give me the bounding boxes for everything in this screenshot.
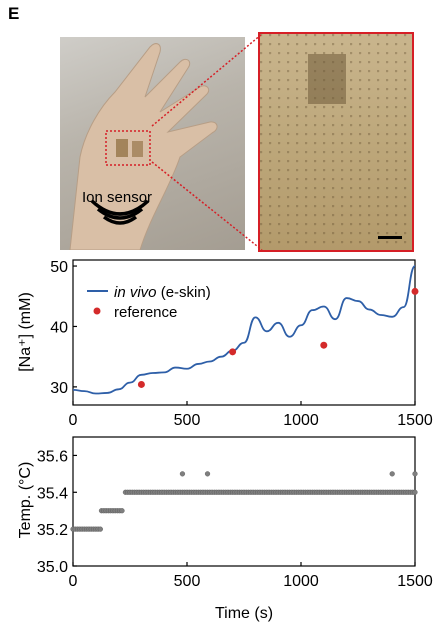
zoom-connector-bottom bbox=[151, 161, 263, 251]
reference-point bbox=[411, 287, 419, 295]
sodium-legend: in vivo (e-skin) reference bbox=[87, 284, 211, 321]
temperature-point bbox=[204, 471, 211, 477]
legend-label-in-vivo-prefix: in vivo bbox=[114, 284, 157, 301]
sodium-chart: 0 500 1000 1500 30 40 50 [Na⁺] (mM) in vivo (e… bbox=[17, 259, 433, 429]
temperature-y-tick-label: 35.6 bbox=[37, 448, 68, 465]
zoom-connector-top bbox=[151, 33, 263, 127]
legend-label-in-vivo-suffix: (e-skin) bbox=[157, 284, 211, 301]
reference-point bbox=[229, 348, 237, 356]
sodium-x-tick-label: 0 bbox=[69, 412, 78, 429]
temperature-y-axis-label: Temp. (°C) bbox=[17, 462, 34, 539]
hand-shape bbox=[69, 43, 218, 250]
legend-swatch-reference bbox=[93, 307, 101, 315]
sensor-patch-right bbox=[132, 141, 143, 157]
x-axis-label: Time (s) bbox=[215, 605, 273, 622]
temperature-y-tick-label: 35.0 bbox=[37, 559, 68, 576]
temperature-point bbox=[412, 471, 418, 477]
series-line-in-vivo bbox=[72, 265, 416, 395]
sodium-y-axis-label: [Na⁺] (mM) bbox=[17, 292, 34, 372]
sodium-x-tick-label: 1500 bbox=[397, 412, 433, 429]
panel-letter: E bbox=[8, 4, 20, 23]
temperature-plot-frame bbox=[72, 436, 416, 567]
sensor-patch-left bbox=[116, 139, 128, 157]
temperature-point bbox=[179, 471, 186, 477]
temperature-x-tick-label: 1500 bbox=[397, 573, 433, 590]
reference-point bbox=[137, 380, 145, 388]
sensor-electrode bbox=[308, 54, 346, 104]
legend-label-in-vivo: in vivo (e-skin) bbox=[114, 284, 211, 301]
sodium-y-tick-label: 50 bbox=[50, 259, 68, 276]
sensor-highlight-box bbox=[105, 130, 151, 166]
hand-photo: Ion sensor bbox=[60, 37, 245, 250]
sodium-y-tick-label: 40 bbox=[50, 319, 68, 336]
reference-point bbox=[320, 341, 328, 349]
legend-label-reference: reference bbox=[114, 304, 177, 321]
scale-bar bbox=[378, 236, 402, 239]
temperature-point bbox=[412, 489, 418, 495]
sodium-plot-frame bbox=[72, 259, 416, 406]
sodium-x-tick-label: 500 bbox=[174, 412, 201, 429]
magnified-sensor-photo bbox=[258, 32, 414, 252]
sodium-x-tick-label: 1000 bbox=[283, 412, 319, 429]
temperature-x-tick-label: 500 bbox=[174, 573, 201, 590]
temperature-y-tick-label: 35.2 bbox=[37, 522, 68, 539]
magnified-sensor-illustration bbox=[308, 54, 402, 239]
temperature-point bbox=[389, 471, 395, 477]
temperature-point bbox=[119, 508, 125, 514]
wireless-signal-icon bbox=[90, 199, 150, 225]
ion-sensor-label: Ion sensor bbox=[82, 189, 152, 206]
temperature-y-tick-label: 35.4 bbox=[37, 485, 68, 502]
temperature-point bbox=[97, 526, 103, 532]
temperature-x-tick-label: 1000 bbox=[283, 573, 319, 590]
temperature-x-tick-label: 0 bbox=[69, 573, 78, 590]
sodium-y-tick-label: 30 bbox=[50, 380, 68, 397]
hand-illustration: Ion sensor bbox=[69, 43, 218, 250]
